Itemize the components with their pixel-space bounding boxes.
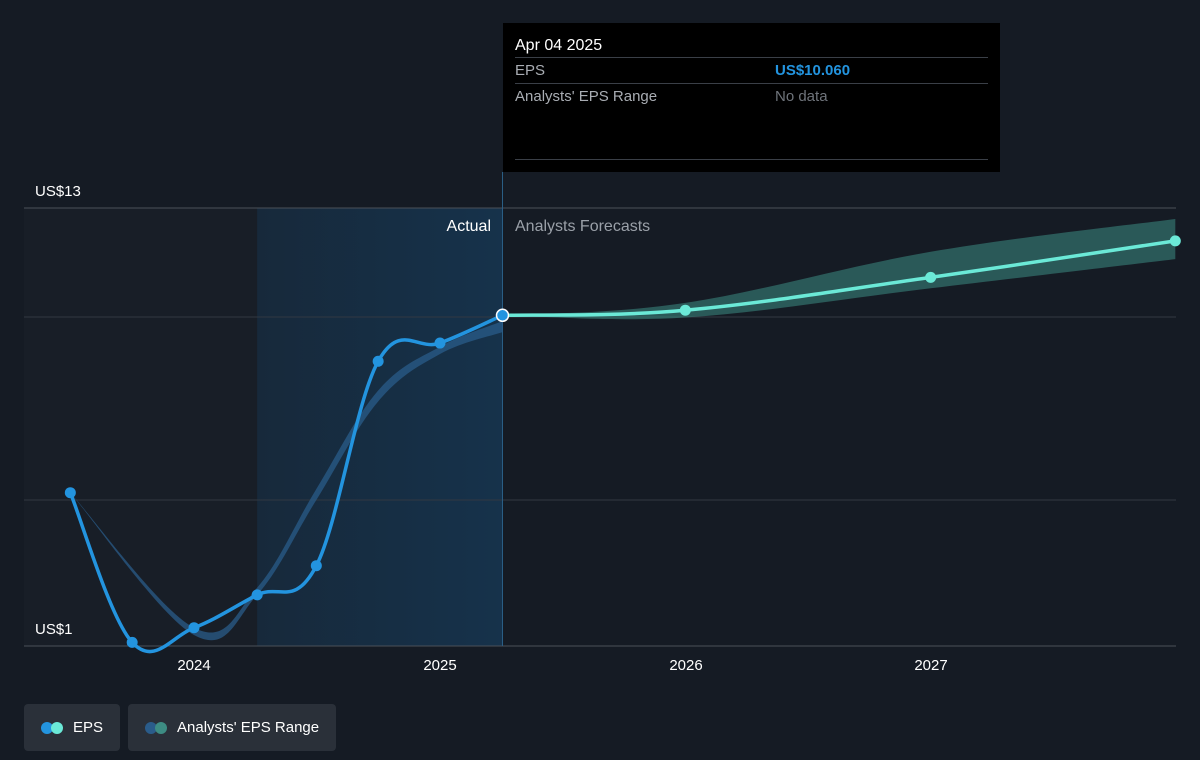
tooltip-row-range: Analysts' EPS Range No data <box>515 83 988 109</box>
eps-line-forecast <box>500 239 1178 318</box>
highlight-region <box>257 208 503 646</box>
x-tick-label: 2027 <box>914 657 947 674</box>
y-tick-label-top: US$13 <box>35 183 81 200</box>
eps-point <box>1169 235 1181 247</box>
x-tick-label: 2025 <box>423 657 456 674</box>
legend: EPS Analysts' EPS Range <box>24 704 337 751</box>
eps-point <box>310 560 322 572</box>
eps-chart: US$13 US$1 Actual Analysts Forecasts 202… <box>24 172 1181 674</box>
eps-dot-past <box>41 721 53 734</box>
grid-lines <box>24 207 1176 647</box>
present-point <box>495 308 510 323</box>
eps-point <box>251 589 263 601</box>
eps-point <box>679 304 691 316</box>
actual-label: Actual <box>447 218 491 235</box>
eps-point <box>372 355 384 367</box>
tooltip: Apr 04 2025 EPS US$10.060 Analysts' EPS … <box>503 23 1000 172</box>
range-dot-forecast <box>155 721 168 734</box>
eps-point <box>64 487 76 499</box>
eps-dot-forecast <box>51 721 63 734</box>
tooltip-row-eps: EPS US$10.060 <box>515 57 988 83</box>
y-tick-label-bottom: US$1 <box>35 621 73 638</box>
range-band-forecast <box>502 218 1176 320</box>
tooltip-range-value: No data <box>775 88 828 105</box>
tooltip-date: Apr 04 2025 <box>515 37 603 54</box>
eps-points <box>64 235 1181 648</box>
eps-point <box>434 337 446 349</box>
tooltip-divider <box>515 159 988 160</box>
tooltip-eps-label: EPS <box>515 62 546 79</box>
tooltip-range-label: Analysts' EPS Range <box>515 88 658 105</box>
eps-legend-icon <box>41 721 63 734</box>
legend-label-eps: EPS <box>73 719 104 736</box>
forecast-label: Analysts Forecasts <box>515 218 650 235</box>
x-tick-label: 2024 <box>177 657 210 674</box>
legend-item-range[interactable]: Analysts' EPS Range <box>128 704 337 751</box>
eps-point <box>925 271 937 283</box>
axis-labels: US$13 US$1 Actual Analysts Forecasts 202… <box>35 183 948 674</box>
eps-point <box>126 636 138 648</box>
range-legend-icon <box>145 721 168 734</box>
eps-point <box>188 622 200 634</box>
x-tick-label: 2026 <box>669 657 702 674</box>
legend-label-range: Analysts' EPS Range <box>177 719 320 736</box>
tooltip-eps-value: US$10.060 <box>775 62 851 79</box>
legend-item-eps[interactable]: EPS <box>24 704 121 751</box>
range-dot-past <box>145 721 158 734</box>
range-bands <box>70 218 1176 641</box>
